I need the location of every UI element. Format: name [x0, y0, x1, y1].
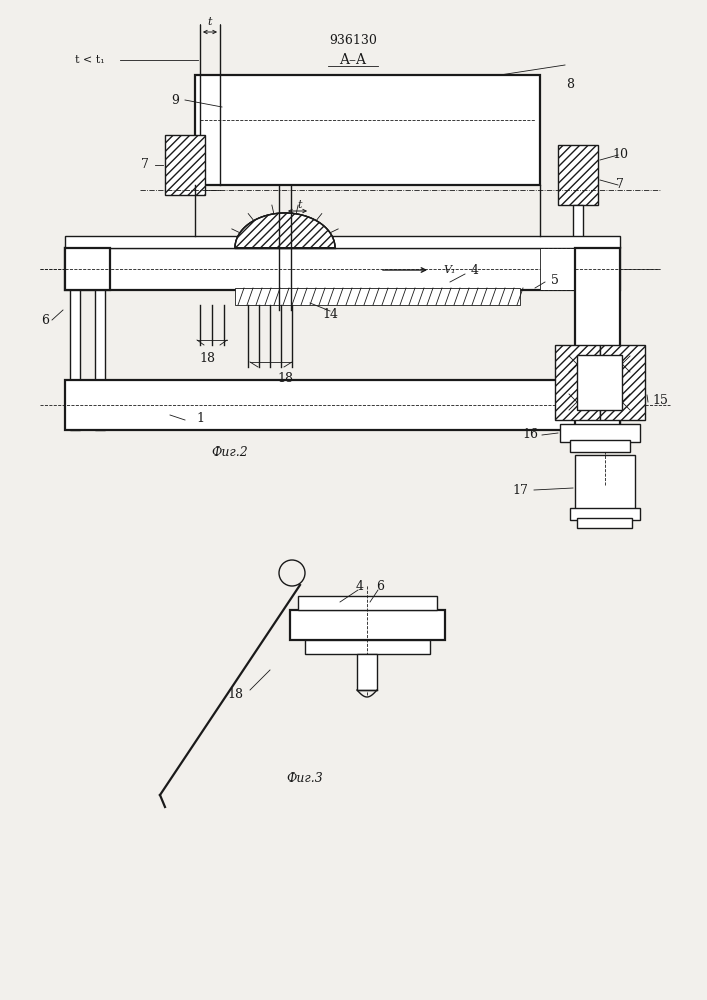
- Bar: [305, 640, 430, 654]
- Bar: [65, 380, 620, 430]
- Text: 6: 6: [376, 580, 384, 592]
- Text: 17: 17: [512, 484, 528, 496]
- Bar: [555, 345, 600, 420]
- Bar: [195, 75, 540, 185]
- Bar: [65, 248, 620, 290]
- Bar: [65, 248, 110, 290]
- Text: 5: 5: [551, 273, 559, 286]
- Bar: [235, 288, 520, 305]
- Bar: [165, 135, 205, 195]
- Bar: [560, 424, 640, 442]
- Text: V₁: V₁: [444, 265, 456, 275]
- Text: 7: 7: [141, 158, 149, 172]
- Text: Фиг.3: Фиг.3: [286, 772, 323, 784]
- Text: 18: 18: [227, 688, 243, 702]
- Text: 936130: 936130: [329, 33, 377, 46]
- Text: 4: 4: [356, 580, 364, 592]
- Text: 15: 15: [652, 393, 668, 406]
- Text: 7: 7: [616, 178, 624, 192]
- Text: Фиг.2: Фиг.2: [211, 446, 248, 458]
- Bar: [298, 596, 437, 610]
- Bar: [357, 654, 377, 690]
- Bar: [577, 355, 622, 410]
- Bar: [540, 248, 620, 290]
- Text: 18: 18: [277, 372, 293, 385]
- Text: 10: 10: [612, 148, 628, 161]
- Text: 4: 4: [471, 263, 479, 276]
- Text: 18: 18: [199, 352, 215, 364]
- Text: 16: 16: [522, 428, 538, 442]
- Bar: [570, 508, 640, 520]
- Bar: [70, 290, 80, 430]
- Text: 8: 8: [566, 79, 574, 92]
- Bar: [573, 205, 583, 255]
- Text: 9: 9: [171, 94, 179, 106]
- Bar: [290, 610, 445, 640]
- Bar: [575, 248, 620, 430]
- Text: A–A: A–A: [339, 53, 366, 67]
- Polygon shape: [235, 213, 335, 248]
- Polygon shape: [235, 213, 335, 248]
- Bar: [65, 236, 620, 248]
- Bar: [570, 440, 630, 452]
- Text: 6: 6: [41, 314, 49, 326]
- Text: t: t: [298, 200, 303, 210]
- Bar: [577, 518, 632, 528]
- Bar: [575, 455, 635, 515]
- Bar: [558, 145, 598, 205]
- Bar: [600, 345, 645, 420]
- Text: 14: 14: [322, 308, 338, 322]
- Text: t: t: [208, 17, 212, 27]
- Bar: [95, 290, 105, 430]
- Text: t < t₁: t < t₁: [75, 55, 105, 65]
- Text: 1: 1: [196, 412, 204, 424]
